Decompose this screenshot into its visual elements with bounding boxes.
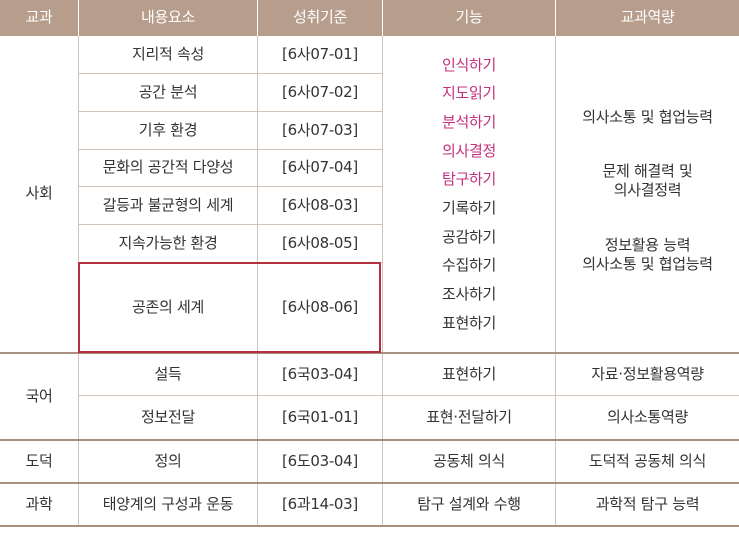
subject-science: 과학 xyxy=(25,494,53,513)
header-skill: 기능 xyxy=(383,0,555,36)
social-skills-list: 인식하기 지도읽기 분석하기 의사결정 탐구하기 기록하기 공감하기 수집하기 … xyxy=(383,36,555,352)
social-standard-1: [6사07-01] xyxy=(282,44,358,63)
korean-content-1: 설득 xyxy=(154,364,182,383)
highlight-box xyxy=(78,262,381,353)
korean-standard-1: [6국03-04] xyxy=(282,364,358,383)
korean-standard-2: [6국01-01] xyxy=(282,407,358,426)
skill-item: 기록하기 xyxy=(441,199,496,217)
grid-line xyxy=(78,111,382,112)
social-standard-7: [6사08-06] xyxy=(282,297,358,316)
grid-line xyxy=(382,36,383,526)
skill-item: 탐구하기 xyxy=(441,170,496,189)
grid-line xyxy=(78,395,739,396)
social-standard-6: [6사08-05] xyxy=(282,233,358,252)
subject-korean: 국어 xyxy=(25,386,53,405)
korean-competency-1: 자료·정보활용역량 xyxy=(591,364,704,383)
skill-item: 인식하기 xyxy=(441,55,496,74)
social-content-3: 기후 환경 xyxy=(138,120,198,139)
skill-item: 수집하기 xyxy=(441,256,496,275)
science-standard: [6과14-03] xyxy=(282,494,358,513)
social-standard-3: [6사07-03] xyxy=(282,120,358,139)
section-divider xyxy=(0,352,739,354)
subject-social: 사회 xyxy=(25,184,53,203)
social-competency-2: 문제 해결력 및 의사결정력 xyxy=(556,156,739,206)
grid-line xyxy=(78,149,382,150)
science-competency: 과학적 탐구 능력 xyxy=(595,494,700,513)
social-content-6: 지속가능한 환경 xyxy=(118,233,218,252)
social-content-4: 문화의 공간적 다양성 xyxy=(102,158,234,177)
subject-ethics: 도덕 xyxy=(25,451,53,470)
skill-item: 공감하기 xyxy=(441,227,496,246)
ethics-competency: 도덕적 공동체 의식 xyxy=(589,451,706,470)
social-competency-3: 정보활용 능력 의사소통 및 협업능력 xyxy=(556,230,739,280)
ethics-content: 정의 xyxy=(154,451,182,470)
competency-line: 정보활용 능력 xyxy=(604,235,691,254)
korean-competency-2: 의사소통역량 xyxy=(606,407,688,426)
social-content-7: 공존의 세계 xyxy=(132,297,204,316)
header-competency: 교과역량 xyxy=(556,0,739,36)
competency-line: 문제 해결력 및 xyxy=(602,161,693,180)
header-subject: 교과 xyxy=(0,0,78,36)
social-standard-2: [6사07-02] xyxy=(282,82,358,101)
section-divider xyxy=(0,439,739,441)
social-content-2: 공간 분석 xyxy=(138,82,198,101)
science-skill: 탐구 설계와 수행 xyxy=(417,494,521,513)
competency-line: 의사결정력 xyxy=(613,181,682,199)
social-content-1: 지리적 속성 xyxy=(132,44,204,63)
section-divider xyxy=(0,482,739,484)
skill-item: 의사결정 xyxy=(441,141,496,160)
skill-item: 지도읽기 xyxy=(441,84,496,103)
social-standard-5: [6사08-03] xyxy=(282,195,358,214)
science-content: 태양계의 구성과 운동 xyxy=(102,494,234,513)
korean-skill-2: 표현·전달하기 xyxy=(426,407,512,426)
korean-skill-1: 표현하기 xyxy=(441,364,496,383)
social-competency-1: 의사소통 및 협업능력 xyxy=(582,108,713,127)
korean-content-2: 정보전달 xyxy=(140,407,195,426)
skill-item: 조사하기 xyxy=(441,285,496,304)
skill-item: 표현하기 xyxy=(441,313,496,332)
ethics-standard: [6도03-04] xyxy=(282,451,358,470)
ethics-skill: 공동체 의식 xyxy=(433,451,505,470)
social-standard-4: [6사07-04] xyxy=(282,158,358,177)
grid-line xyxy=(555,36,556,526)
social-content-5: 갈등과 불균형의 세계 xyxy=(102,195,234,214)
grid-line xyxy=(78,73,382,74)
grid-line xyxy=(78,224,382,225)
grid-line xyxy=(78,186,382,187)
competency-line: 의사소통 및 협업능력 xyxy=(582,255,713,273)
header-standard: 성취기준 xyxy=(258,0,382,36)
grid-line xyxy=(257,36,258,526)
section-divider xyxy=(0,525,739,527)
skill-item: 분석하기 xyxy=(441,112,496,131)
header-content: 내용요소 xyxy=(79,0,257,36)
